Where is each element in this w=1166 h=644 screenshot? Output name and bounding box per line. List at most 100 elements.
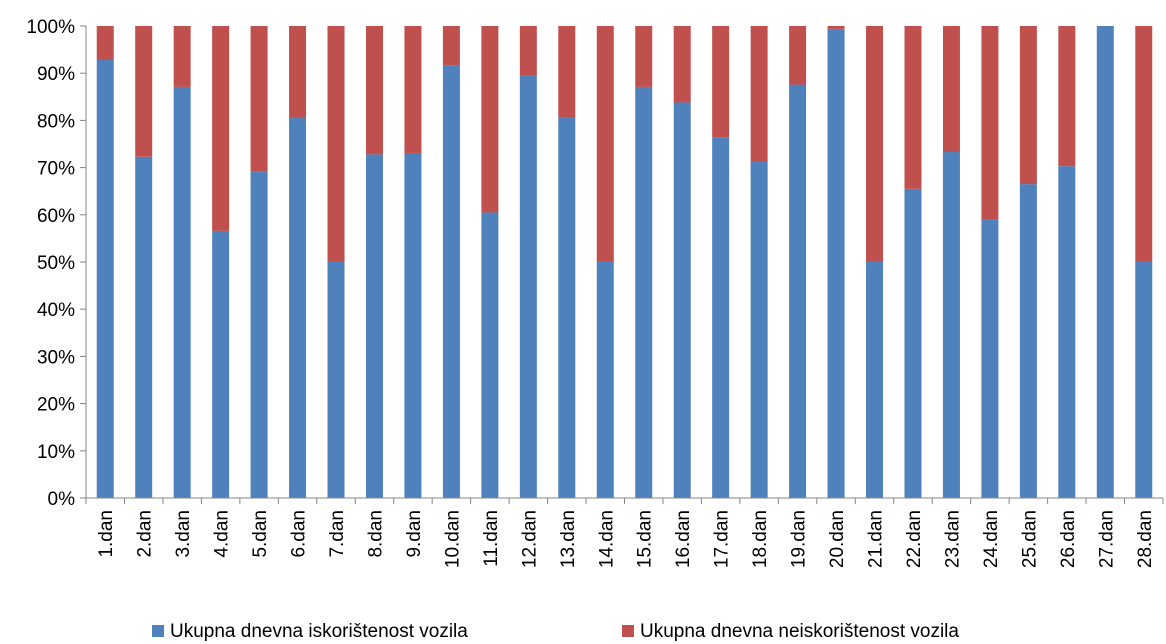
bar-used-20 — [827, 28, 845, 499]
bar-unused-23 — [942, 26, 960, 153]
bar-used-24 — [981, 219, 999, 499]
y-tick-label: 60% — [37, 206, 75, 227]
x-tick-label: 13.dan — [558, 510, 579, 568]
x-tick-label: 1.dan — [96, 510, 117, 558]
x-tick-label: 9.dan — [404, 510, 425, 558]
bar-used-1 — [96, 59, 114, 498]
bar-unused-11 — [481, 26, 499, 213]
bar-used-21 — [866, 261, 884, 498]
bar-used-17 — [712, 137, 730, 498]
bar-used-12 — [519, 75, 537, 498]
bar-used-3 — [173, 86, 191, 498]
x-tick-label: 5.dan — [250, 510, 271, 558]
x-tick-label: 8.dan — [365, 510, 386, 558]
x-tick-label: 6.dan — [289, 510, 310, 558]
bar-used-25 — [1019, 184, 1037, 498]
bar-used-11 — [481, 212, 499, 498]
x-tick-label: 11.dan — [481, 510, 502, 567]
bar-unused-5 — [250, 26, 268, 172]
y-tick-label: 10% — [37, 442, 75, 463]
bar-used-23 — [942, 152, 960, 498]
y-tick-label: 0% — [48, 489, 76, 510]
bar-unused-18 — [750, 26, 768, 161]
bar-used-13 — [558, 117, 576, 498]
bar-unused-19 — [789, 26, 807, 85]
bar-unused-13 — [558, 26, 576, 118]
bar-unused-9 — [404, 26, 422, 153]
x-tick-label: 16.dan — [673, 510, 694, 568]
bar-used-27 — [1096, 26, 1114, 498]
bar-unused-17 — [712, 26, 730, 138]
bar-used-2 — [135, 156, 153, 499]
x-tick-label: 14.dan — [596, 510, 617, 568]
bar-unused-4 — [212, 26, 230, 231]
bar-unused-1 — [96, 26, 114, 60]
x-tick-label: 19.dan — [789, 510, 810, 568]
bar-used-26 — [1058, 166, 1076, 498]
x-tick-label: 12.dan — [519, 510, 540, 568]
x-tick-label: 7.dan — [327, 510, 348, 558]
bar-used-28 — [1135, 261, 1153, 498]
bar-used-16 — [673, 102, 691, 499]
x-tick-label: 26.dan — [1058, 510, 1079, 568]
bar-unused-15 — [635, 26, 653, 87]
x-tick-label: 10.dan — [442, 510, 463, 568]
x-tick-label: 15.dan — [635, 510, 656, 568]
bar-unused-28 — [1135, 26, 1153, 262]
bars — [96, 26, 1153, 499]
legend-swatch-used — [152, 625, 164, 637]
bar-used-19 — [789, 84, 807, 498]
bar-unused-20 — [827, 26, 845, 29]
x-tick-label: 24.dan — [981, 510, 1002, 568]
bar-unused-21 — [866, 26, 884, 262]
x-tick-label: 23.dan — [942, 510, 963, 568]
bar-unused-7 — [327, 26, 345, 262]
bar-unused-22 — [904, 26, 922, 189]
y-axis: 0% 10% 20% 30% 40% 50% 60% 70% 80% 90% 100% — [26, 17, 87, 510]
bar-unused-26 — [1058, 26, 1076, 167]
x-tick-label: 20.dan — [827, 510, 848, 568]
bar-unused-24 — [981, 26, 999, 220]
bar-used-4 — [212, 230, 230, 498]
x-tick-label: 18.dan — [750, 510, 771, 568]
bar-used-14 — [596, 261, 614, 498]
bar-used-10 — [442, 65, 460, 499]
y-tick-label: 20% — [37, 395, 75, 416]
bar-unused-2 — [135, 26, 153, 157]
bar-used-15 — [635, 86, 653, 498]
bar-used-18 — [750, 160, 768, 499]
x-tick-label: 22.dan — [904, 510, 925, 568]
bar-unused-25 — [1019, 26, 1037, 185]
y-tick-label: 90% — [37, 64, 75, 85]
bar-used-8 — [365, 154, 383, 498]
y-tick-label: 50% — [37, 253, 75, 274]
x-axis: 1.dan 2.dan 3.dan 4.dan 5.dan 6.dan 7.dan 8.dan… — [85, 497, 1164, 568]
y-tick-label: 70% — [37, 159, 75, 180]
bar-used-9 — [404, 152, 422, 498]
y-tick-label: 30% — [37, 347, 75, 368]
x-tick-label: 28.dan — [1135, 510, 1156, 568]
bar-unused-12 — [519, 26, 537, 76]
y-tick-label: 80% — [37, 111, 75, 132]
x-tick-label: 25.dan — [1019, 510, 1040, 568]
legend-swatch-unused — [622, 625, 634, 637]
x-tick-label: 17.dan — [712, 510, 733, 568]
bar-unused-8 — [365, 26, 383, 155]
x-tick-label: 21.dan — [866, 510, 887, 568]
x-tick-label: 27.dan — [1096, 510, 1117, 568]
bar-unused-14 — [596, 26, 614, 262]
bar-unused-10 — [442, 26, 460, 66]
bar-used-22 — [904, 188, 922, 498]
legend: Ukupna dnevna iskorištenost vozila Ukupn… — [152, 621, 959, 642]
bar-used-6 — [289, 118, 307, 498]
bar-unused-16 — [673, 26, 691, 103]
x-tick-label: 4.dan — [212, 510, 233, 558]
bar-used-5 — [250, 171, 268, 498]
y-tick-label: 40% — [37, 300, 75, 321]
bar-used-7 — [327, 261, 345, 498]
y-tick-label: 100% — [26, 17, 75, 38]
x-tick-label: 2.dan — [135, 510, 156, 558]
bar-unused-3 — [173, 26, 191, 87]
x-tick-label: 3.dan — [173, 510, 194, 558]
